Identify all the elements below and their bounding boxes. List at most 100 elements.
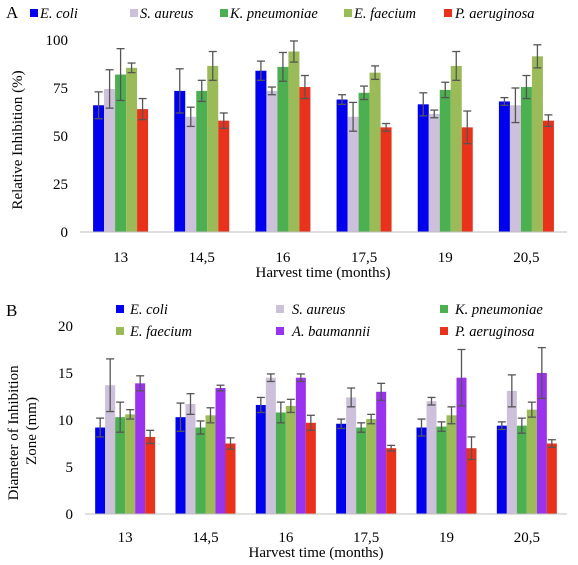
y-tick-label: 0	[66, 507, 74, 523]
bar	[417, 104, 429, 232]
panel-label: A	[6, 3, 19, 22]
bar	[546, 443, 557, 514]
bar	[105, 385, 116, 514]
legend-swatch	[116, 327, 124, 335]
x-tick-label: 13	[113, 250, 128, 266]
bar	[255, 70, 267, 232]
bar	[426, 401, 437, 514]
x-axis-label: Harvest time (months)	[256, 265, 391, 281]
bar	[185, 404, 196, 514]
bar	[516, 425, 527, 514]
bar	[356, 427, 367, 514]
bar	[196, 90, 208, 232]
legend-swatch	[116, 305, 124, 313]
x-tick-label: 16	[275, 250, 291, 266]
y-axis-label: Diameter of Inhibition Zone (mm)	[6, 362, 40, 501]
x-tick-label: 17,5	[351, 250, 377, 266]
legend-label: K. pneumoniae	[229, 6, 318, 22]
bar	[218, 120, 230, 232]
bar	[104, 88, 116, 233]
bar	[126, 67, 138, 232]
bar	[195, 427, 206, 514]
y-tick-label: 10	[58, 413, 73, 429]
legend-swatch	[30, 9, 38, 17]
bar	[416, 427, 427, 514]
x-tick-label: 20,5	[513, 250, 539, 266]
bar	[336, 99, 348, 233]
bar	[461, 127, 473, 232]
bar	[305, 422, 316, 514]
bar	[295, 377, 306, 514]
legend-label: P. aeruginosa	[454, 6, 535, 22]
legend-swatch	[220, 9, 228, 17]
legend-swatch	[276, 305, 284, 313]
panel-b: B E. coli S. aureus K. pneumoniae E. faeciu…	[6, 301, 567, 561]
bar	[285, 405, 296, 514]
bar	[95, 427, 106, 514]
legend-label: E. faecium	[353, 6, 416, 22]
legend-label: S. aureus	[292, 302, 346, 318]
x-tick-label: 14,5	[192, 530, 218, 546]
bar	[207, 65, 219, 232]
x-tick-label: 14,5	[189, 250, 215, 266]
legend-label: S. aureus	[140, 6, 194, 22]
x-tick-label: 20,5	[514, 530, 540, 546]
bar	[265, 377, 276, 514]
y-tick-label: 75	[53, 81, 68, 97]
bar	[531, 56, 543, 232]
bar	[275, 412, 286, 514]
bar	[496, 425, 507, 514]
bar	[174, 90, 186, 232]
bar	[506, 390, 517, 514]
bar	[145, 436, 156, 514]
legend-swatch	[440, 327, 448, 335]
bar	[536, 373, 547, 514]
x-tick-label: 17,5	[353, 530, 379, 546]
legend: E. coli S. aureus K. pneumoniae E. faecium P…	[30, 6, 535, 22]
bar	[225, 443, 236, 514]
y-tick-label: 100	[46, 33, 69, 49]
x-axis-label: Harvest time (months)	[249, 545, 384, 561]
bar	[336, 423, 347, 514]
bar	[520, 87, 532, 232]
legend-label: E. coli	[129, 302, 168, 318]
bar	[205, 415, 216, 514]
bar	[386, 448, 397, 514]
legend-swatch	[344, 9, 352, 17]
bar	[266, 90, 278, 232]
bar	[215, 388, 226, 514]
y-tick-label: 15	[58, 366, 73, 382]
bar	[347, 116, 359, 232]
bar	[175, 417, 186, 514]
y-tick-label: 25	[53, 177, 68, 193]
x-tick-label: 19	[439, 530, 454, 546]
bar	[358, 92, 370, 232]
bar	[526, 409, 537, 514]
bar	[428, 113, 440, 232]
x-tick-label: 13	[118, 530, 133, 546]
bar	[255, 404, 266, 514]
legend-swatch	[130, 9, 138, 17]
y-tick-label: 5	[66, 460, 74, 476]
legend-label: E. faecium	[129, 324, 192, 340]
bar	[436, 426, 447, 514]
x-tick-label: 16	[278, 530, 294, 546]
bar	[509, 105, 521, 232]
y-axis-label: Relative Inhibition (%)	[10, 70, 26, 209]
legend-label: E. coli	[39, 6, 78, 22]
bar	[376, 391, 387, 514]
legend-label: P. aeruginosa	[454, 324, 535, 340]
legend-swatch	[444, 9, 452, 17]
bar	[288, 51, 300, 232]
y-tick-label: 0	[61, 225, 69, 241]
legend-swatch	[440, 305, 448, 313]
bars	[95, 346, 557, 514]
bar	[366, 419, 377, 514]
legend-label: A. baumannii	[291, 324, 370, 340]
legend-label: K. pneumoniae	[454, 302, 543, 318]
x-axis: 13 14,5 16 17,5 19 20,5	[118, 530, 540, 546]
y-tick-label: 20	[58, 319, 73, 335]
bar	[277, 66, 289, 232]
bar	[125, 414, 136, 514]
legend-swatch	[276, 327, 284, 335]
